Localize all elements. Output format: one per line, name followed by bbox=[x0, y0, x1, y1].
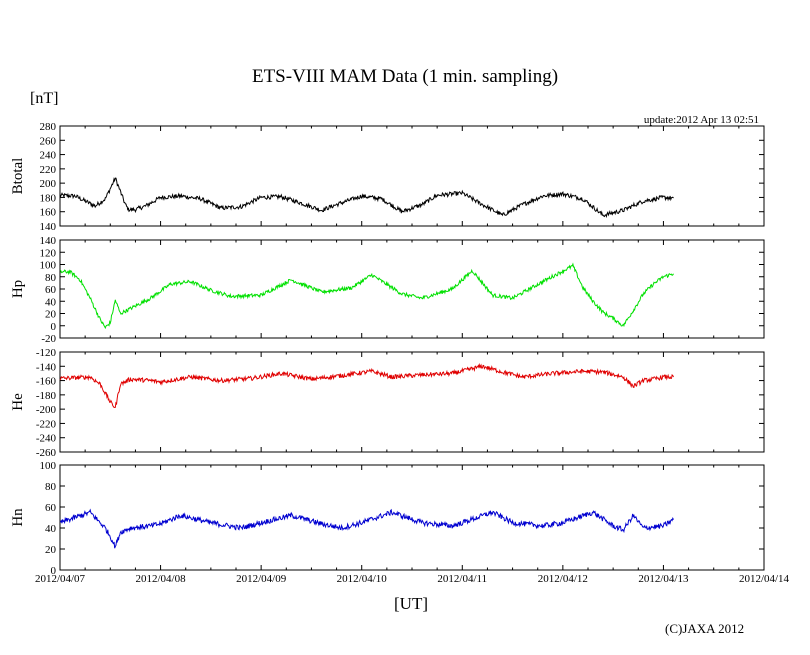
y-tick-label: 20 bbox=[45, 309, 57, 321]
series-line-he bbox=[59, 362, 674, 409]
y-tick-label: -220 bbox=[36, 418, 57, 430]
panel-frame bbox=[59, 351, 765, 453]
y-tick-label: -240 bbox=[36, 433, 57, 445]
series-line-hn bbox=[59, 508, 674, 549]
y-tick-label: -260 bbox=[36, 447, 57, 459]
panel-ylabel: He bbox=[10, 393, 26, 411]
y-tick-label: 80 bbox=[45, 481, 57, 493]
update-timestamp: update:2012 Apr 13 02:51 bbox=[643, 114, 759, 126]
x-tick-label: 2012/04/09 bbox=[236, 573, 287, 585]
y-tick-label: -140 bbox=[36, 361, 57, 373]
series-line-btotal bbox=[59, 177, 674, 219]
y-tick-label: 140 bbox=[40, 235, 57, 247]
y-tick-label: 40 bbox=[45, 296, 57, 308]
y-tick-label: 180 bbox=[40, 192, 57, 204]
y-tick-label: 160 bbox=[40, 207, 57, 219]
y-tick-label: 220 bbox=[40, 164, 57, 176]
panel-frame bbox=[59, 239, 765, 339]
x-tick-label: 2012/04/10 bbox=[337, 573, 388, 585]
panel-frame bbox=[59, 125, 765, 227]
panel-ylabel: Btotal bbox=[10, 158, 26, 195]
x-tick-label: 2012/04/12 bbox=[538, 573, 588, 585]
x-unit-label: [UT] bbox=[394, 594, 428, 613]
y-tick-label: 240 bbox=[40, 150, 57, 162]
y-tick-label: 200 bbox=[40, 178, 57, 190]
panel-ylabel: Hn bbox=[10, 508, 26, 527]
y-tick-label: 120 bbox=[40, 247, 57, 259]
y-tick-label: -160 bbox=[36, 376, 57, 388]
y-tick-label: 100 bbox=[40, 260, 57, 272]
chart-title: ETS-VIII MAM Data (1 min. sampling) bbox=[251, 66, 559, 87]
y-tick-label: 100 bbox=[40, 460, 57, 472]
y-tick-label: 20 bbox=[45, 544, 57, 556]
x-tick-label: 2012/04/08 bbox=[136, 573, 187, 585]
y-tick-label: -120 bbox=[36, 347, 57, 359]
y-tick-label: 280 bbox=[40, 121, 57, 133]
y-tick-label: -20 bbox=[41, 333, 56, 345]
y-tick-label: 0 bbox=[51, 565, 57, 577]
series-line-hp bbox=[59, 262, 674, 330]
y-tick-label: 40 bbox=[45, 523, 57, 535]
y-tick-label: 60 bbox=[45, 502, 57, 514]
y-tick-label: 60 bbox=[45, 284, 57, 296]
y-tick-label: -180 bbox=[36, 390, 57, 402]
x-tick-label: 2012/04/11 bbox=[437, 573, 487, 585]
y-tick-label: -200 bbox=[36, 404, 57, 416]
y-tick-label: 260 bbox=[40, 135, 57, 147]
x-tick-label: 2012/04/14 bbox=[739, 573, 790, 585]
y-unit-label: [nT] bbox=[30, 90, 59, 107]
copyright-notice: (C)JAXA 2012 bbox=[665, 621, 745, 636]
x-tick-label: 2012/04/13 bbox=[638, 573, 689, 585]
y-tick-label: 0 bbox=[51, 321, 57, 333]
y-tick-label: 80 bbox=[45, 272, 57, 284]
y-tick-label: 140 bbox=[40, 221, 57, 233]
panel-ylabel: Hp bbox=[10, 280, 26, 298]
x-tick-label: 2012/04/07 bbox=[35, 573, 86, 585]
